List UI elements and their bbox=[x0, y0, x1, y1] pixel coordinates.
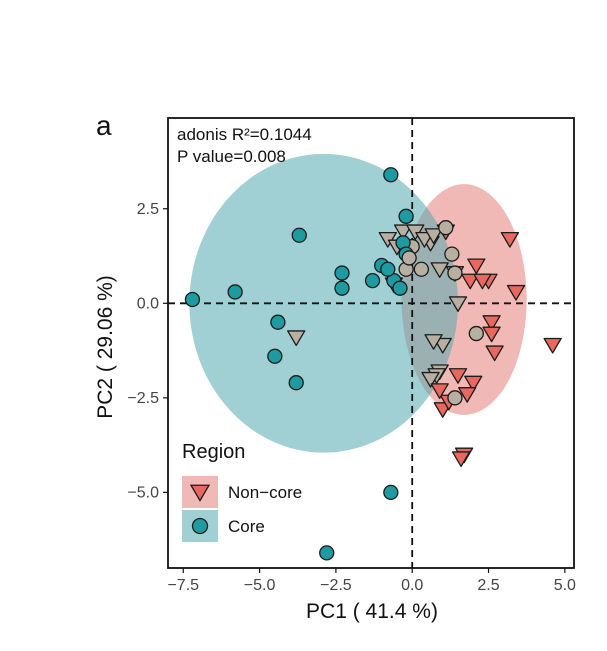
core-point bbox=[291, 227, 307, 243]
y-tick-label: 0.0 bbox=[137, 295, 159, 312]
core-point bbox=[334, 265, 350, 281]
core-point bbox=[401, 250, 417, 266]
legend-label-non-core: Non−core bbox=[228, 483, 302, 502]
non-core-point bbox=[415, 231, 434, 248]
core-point bbox=[413, 261, 430, 277]
y-tick-label: 2.5 bbox=[137, 201, 159, 218]
non-core-point bbox=[467, 258, 486, 275]
non-core-point bbox=[482, 315, 501, 331]
non-core-point bbox=[287, 330, 306, 347]
non-core-point bbox=[506, 284, 526, 301]
non-core-point bbox=[448, 368, 468, 384]
core-point bbox=[447, 390, 463, 406]
core-point bbox=[383, 484, 399, 501]
core-point bbox=[334, 280, 350, 296]
point-layer bbox=[184, 167, 562, 561]
non-core-point bbox=[421, 371, 440, 388]
non-core-point bbox=[424, 334, 443, 350]
core-point bbox=[184, 291, 201, 308]
core-point bbox=[364, 272, 381, 289]
x-tick-label: −5.0 bbox=[244, 577, 276, 594]
ellipse-core bbox=[189, 153, 458, 453]
plot-frame bbox=[167, 117, 575, 569]
non-core-point bbox=[448, 296, 468, 313]
reference-lines bbox=[168, 118, 574, 568]
legend: Region Non−core Core bbox=[182, 441, 302, 542]
non-core-point bbox=[461, 273, 480, 290]
core-point bbox=[227, 284, 243, 300]
core-point bbox=[380, 261, 396, 277]
non-core-point bbox=[430, 262, 449, 278]
y-tick-label: −2.5 bbox=[127, 390, 159, 407]
ellipse-layer bbox=[189, 153, 527, 453]
non-core-point bbox=[482, 326, 501, 343]
x-tick-label: 0.0 bbox=[401, 577, 423, 594]
core-point bbox=[383, 167, 399, 183]
legend-label-core: Core bbox=[228, 517, 265, 536]
legend-marker-non-core bbox=[189, 484, 211, 502]
annotation-layer: adonis R²=0.1044 P value=0.008 bbox=[177, 125, 312, 166]
x-tick-label: −7.5 bbox=[167, 577, 199, 594]
x-axis-label: PC1 ( 41.4 %) bbox=[306, 600, 438, 623]
axis-layer: −7.5 −5.0 −2.5 0.0 2.5 5.0 2.5 0.0 −2.5 −5.0 PC1 (… bbox=[94, 117, 576, 623]
panel-label: a bbox=[96, 110, 112, 141]
non-core-point bbox=[500, 231, 520, 248]
non-core-point bbox=[464, 375, 483, 392]
core-point bbox=[392, 280, 408, 296]
core-point bbox=[444, 246, 460, 262]
x-tick-label: 5.0 bbox=[554, 577, 576, 594]
core-point bbox=[468, 325, 484, 342]
x-tick-label: 2.5 bbox=[477, 577, 499, 594]
core-point bbox=[270, 314, 286, 330]
non-core-point bbox=[543, 337, 562, 354]
legend-title: Region bbox=[182, 441, 245, 463]
non-core-point bbox=[473, 273, 492, 290]
core-point bbox=[398, 208, 414, 224]
y-axis-label: PC2 ( 29.06 %) bbox=[94, 275, 117, 419]
stats-annotation: P value=0.008 bbox=[177, 147, 286, 166]
non-core-point bbox=[433, 337, 452, 354]
non-core-point bbox=[451, 451, 471, 468]
non-core-point bbox=[393, 224, 413, 241]
non-core-point bbox=[458, 387, 477, 403]
core-point bbox=[319, 545, 335, 561]
legend-marker-core bbox=[191, 517, 209, 535]
core-point bbox=[267, 348, 283, 364]
x-tick-label: −2.5 bbox=[320, 577, 352, 594]
non-core-point bbox=[424, 228, 443, 244]
core-point bbox=[288, 375, 304, 391]
stats-annotation: adonis R²=0.1044 bbox=[177, 125, 312, 144]
non-core-point bbox=[430, 383, 449, 399]
core-point bbox=[447, 265, 463, 281]
core-point bbox=[438, 220, 454, 236]
non-core-point bbox=[485, 345, 504, 362]
y-tick-label: −5.0 bbox=[127, 484, 159, 501]
